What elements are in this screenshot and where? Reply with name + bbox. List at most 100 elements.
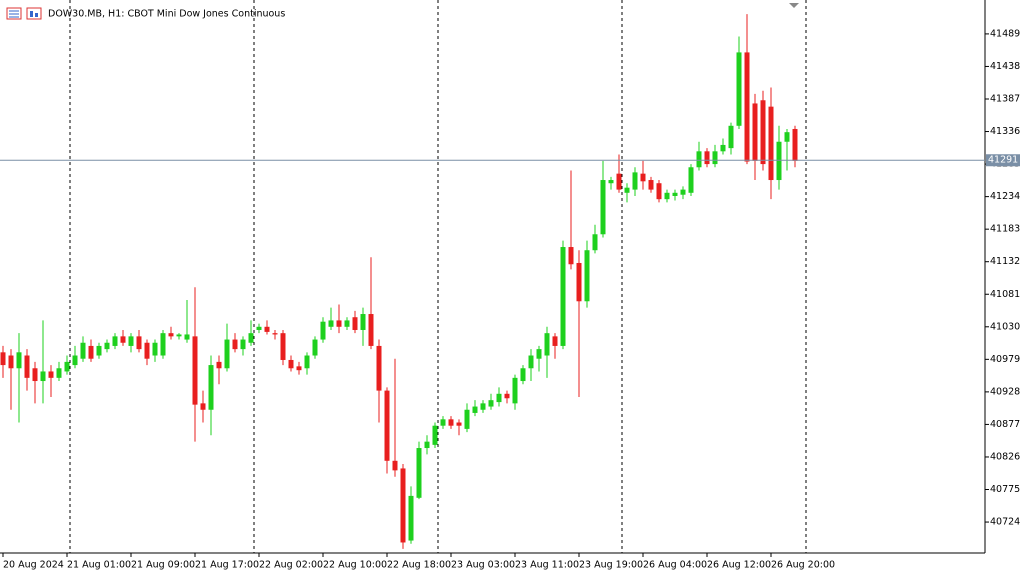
y-tick-label: 41132 xyxy=(990,256,1020,267)
chart-title: DOW30.MB, H1: CBOT Mini Dow Jones Contin… xyxy=(48,9,285,20)
candle-body xyxy=(552,336,558,346)
candle-body xyxy=(184,334,190,340)
candle-body xyxy=(560,247,566,346)
candle-body xyxy=(336,320,342,327)
y-tick-label: 41387 xyxy=(990,93,1020,104)
x-tick-label: 22 Aug 02:00 xyxy=(259,560,323,571)
candle-body xyxy=(16,352,22,369)
candle-body xyxy=(640,173,646,182)
candle-body xyxy=(192,336,198,405)
candle-body xyxy=(8,355,14,369)
candle-body xyxy=(504,393,510,399)
shift-marker xyxy=(789,3,799,8)
candle-body xyxy=(256,326,262,330)
candle-body xyxy=(704,151,710,165)
candle-body xyxy=(736,52,742,126)
candle-body xyxy=(64,361,70,372)
candle-body xyxy=(0,352,6,366)
candle-body xyxy=(376,345,382,391)
icon-bar xyxy=(35,13,38,17)
candle-body xyxy=(584,250,590,302)
x-tick-label: 23 Aug 19:00 xyxy=(579,560,643,571)
candle-body xyxy=(608,180,614,184)
candle-body xyxy=(144,342,150,359)
y-tick-label: 40724 xyxy=(990,517,1020,528)
candle-body xyxy=(40,371,46,382)
current-price-label: 41291 xyxy=(988,155,1018,166)
candle-body xyxy=(480,403,486,410)
candle-body xyxy=(136,336,142,350)
candle-body xyxy=(120,336,126,343)
candle-body xyxy=(432,425,438,445)
candle-body xyxy=(744,52,750,162)
candle-body xyxy=(80,342,86,359)
candle-body xyxy=(88,345,94,359)
y-tick-label: 41081 xyxy=(990,289,1020,300)
candle-body xyxy=(128,336,134,346)
candle-body xyxy=(160,333,166,356)
symbol-icons xyxy=(6,7,42,20)
candle-body xyxy=(464,409,470,429)
candle-body xyxy=(536,349,542,359)
candle-body xyxy=(384,390,390,461)
candle-body xyxy=(592,234,598,251)
candle-body xyxy=(440,419,446,426)
candle-body xyxy=(320,321,326,340)
x-tick-label: 21 Aug 01:00 xyxy=(67,560,131,571)
candle-body xyxy=(656,183,662,200)
x-tick-label: 26 Aug 20:00 xyxy=(771,560,835,571)
candle-body xyxy=(616,173,622,190)
candle-body xyxy=(696,151,702,168)
candle-body xyxy=(288,359,294,369)
candle-body xyxy=(416,448,422,498)
candle-body xyxy=(296,366,302,371)
candle-body xyxy=(352,317,358,330)
y-tick-label: 41489 xyxy=(990,28,1020,39)
y-tick-label: 41438 xyxy=(990,61,1020,72)
candle-body xyxy=(208,365,214,410)
candle-body xyxy=(400,468,406,543)
candle-body xyxy=(392,460,398,471)
x-tick-label: 23 Aug 11:00 xyxy=(515,560,579,571)
x-tick-label: 26 Aug 12:00 xyxy=(707,560,771,571)
candle-body xyxy=(264,326,270,332)
candle-body xyxy=(200,403,206,410)
candle-body xyxy=(32,368,38,382)
candle-body xyxy=(232,339,238,350)
candle-body xyxy=(488,400,494,407)
candle-body xyxy=(96,345,102,356)
candle-body xyxy=(768,106,774,181)
y-tick-label: 41183 xyxy=(990,224,1020,235)
candle-body xyxy=(424,441,430,449)
y-tick-label: 40775 xyxy=(990,484,1020,495)
icon-chart xyxy=(26,7,42,20)
candle-body xyxy=(672,192,678,196)
candle-body xyxy=(528,355,534,369)
y-tick-label: 40979 xyxy=(990,354,1020,365)
y-tick-label: 41234 xyxy=(990,191,1020,202)
candle-body xyxy=(72,355,78,366)
x-tick-label: 22 Aug 18:00 xyxy=(387,560,451,571)
x-tick-label: 22 Aug 10:00 xyxy=(323,560,387,571)
candle-body xyxy=(680,189,686,195)
candle-body xyxy=(576,262,582,302)
candle-body xyxy=(456,422,462,426)
candle-body xyxy=(728,125,734,149)
candle-body xyxy=(224,339,230,369)
candle-body xyxy=(344,320,350,327)
candle-body xyxy=(600,180,606,235)
current-price-box xyxy=(986,154,1020,167)
x-tick-label: 26 Aug 04:00 xyxy=(643,560,707,571)
candle-body xyxy=(360,314,366,330)
candle-body xyxy=(568,247,574,265)
candle-body xyxy=(48,371,54,378)
candle-body xyxy=(56,368,62,378)
candle-body xyxy=(24,355,30,378)
candle-body xyxy=(544,333,550,356)
candle-body xyxy=(304,355,310,369)
candle-body xyxy=(648,180,654,190)
x-tick-label: 21 Aug 09:00 xyxy=(131,560,195,571)
y-tick-label: 40826 xyxy=(990,451,1020,462)
candle-body xyxy=(248,333,254,343)
